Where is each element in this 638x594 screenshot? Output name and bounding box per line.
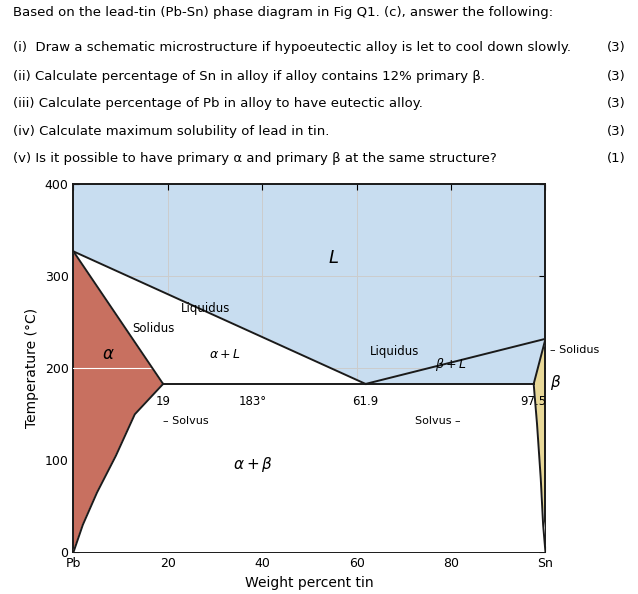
Polygon shape: [73, 251, 163, 552]
Polygon shape: [73, 184, 545, 384]
Text: Liquidus: Liquidus: [370, 345, 419, 358]
Text: (iv) Calculate maximum solubility of lead in tin.: (iv) Calculate maximum solubility of lea…: [13, 125, 329, 138]
Polygon shape: [534, 339, 545, 552]
Text: – Solidus: – Solidus: [550, 345, 600, 355]
Polygon shape: [366, 339, 545, 384]
Text: (3): (3): [607, 41, 625, 54]
Text: (3): (3): [607, 70, 625, 83]
Text: – Solvus: – Solvus: [163, 416, 209, 426]
Polygon shape: [73, 251, 366, 384]
Text: $\alpha$: $\alpha$: [103, 346, 115, 364]
Text: 19: 19: [156, 395, 170, 408]
Text: 61.9: 61.9: [352, 395, 379, 408]
Text: 97.5: 97.5: [521, 395, 547, 408]
Text: Solvus –: Solvus –: [415, 416, 461, 426]
Text: 183°: 183°: [239, 395, 267, 408]
Text: $\alpha + \beta$: $\alpha + \beta$: [233, 456, 273, 475]
Text: Liquidus: Liquidus: [181, 302, 230, 315]
Text: (3): (3): [607, 125, 625, 138]
Text: $L$: $L$: [327, 249, 339, 267]
Text: (i)  Draw a schematic microstructure if hypoeutectic alloy is let to cool down s: (i) Draw a schematic microstructure if h…: [13, 41, 570, 54]
Text: (1): (1): [607, 152, 625, 165]
Text: (3): (3): [607, 97, 625, 110]
X-axis label: Weight percent tin: Weight percent tin: [245, 576, 374, 590]
Text: Based on the lead-tin (Pb-Sn) phase diagram in Fig Q1. (c), answer the following: Based on the lead-tin (Pb-Sn) phase diag…: [13, 6, 553, 19]
Polygon shape: [73, 384, 545, 552]
Text: (ii) Calculate percentage of Sn in alloy if alloy contains 12% primary β.: (ii) Calculate percentage of Sn in alloy…: [13, 70, 485, 83]
Y-axis label: Temperature (°C): Temperature (°C): [25, 308, 39, 428]
Text: (v) Is it possible to have primary α and primary β at the same structure?: (v) Is it possible to have primary α and…: [13, 152, 496, 165]
Text: $\beta$: $\beta$: [550, 372, 561, 391]
Text: $\beta + L$: $\beta + L$: [435, 356, 467, 373]
Text: Solidus: Solidus: [133, 322, 175, 335]
Text: $\alpha + L$: $\alpha + L$: [209, 348, 241, 361]
Text: (iii) Calculate percentage of Pb in alloy to have eutectic alloy.: (iii) Calculate percentage of Pb in allo…: [13, 97, 422, 110]
